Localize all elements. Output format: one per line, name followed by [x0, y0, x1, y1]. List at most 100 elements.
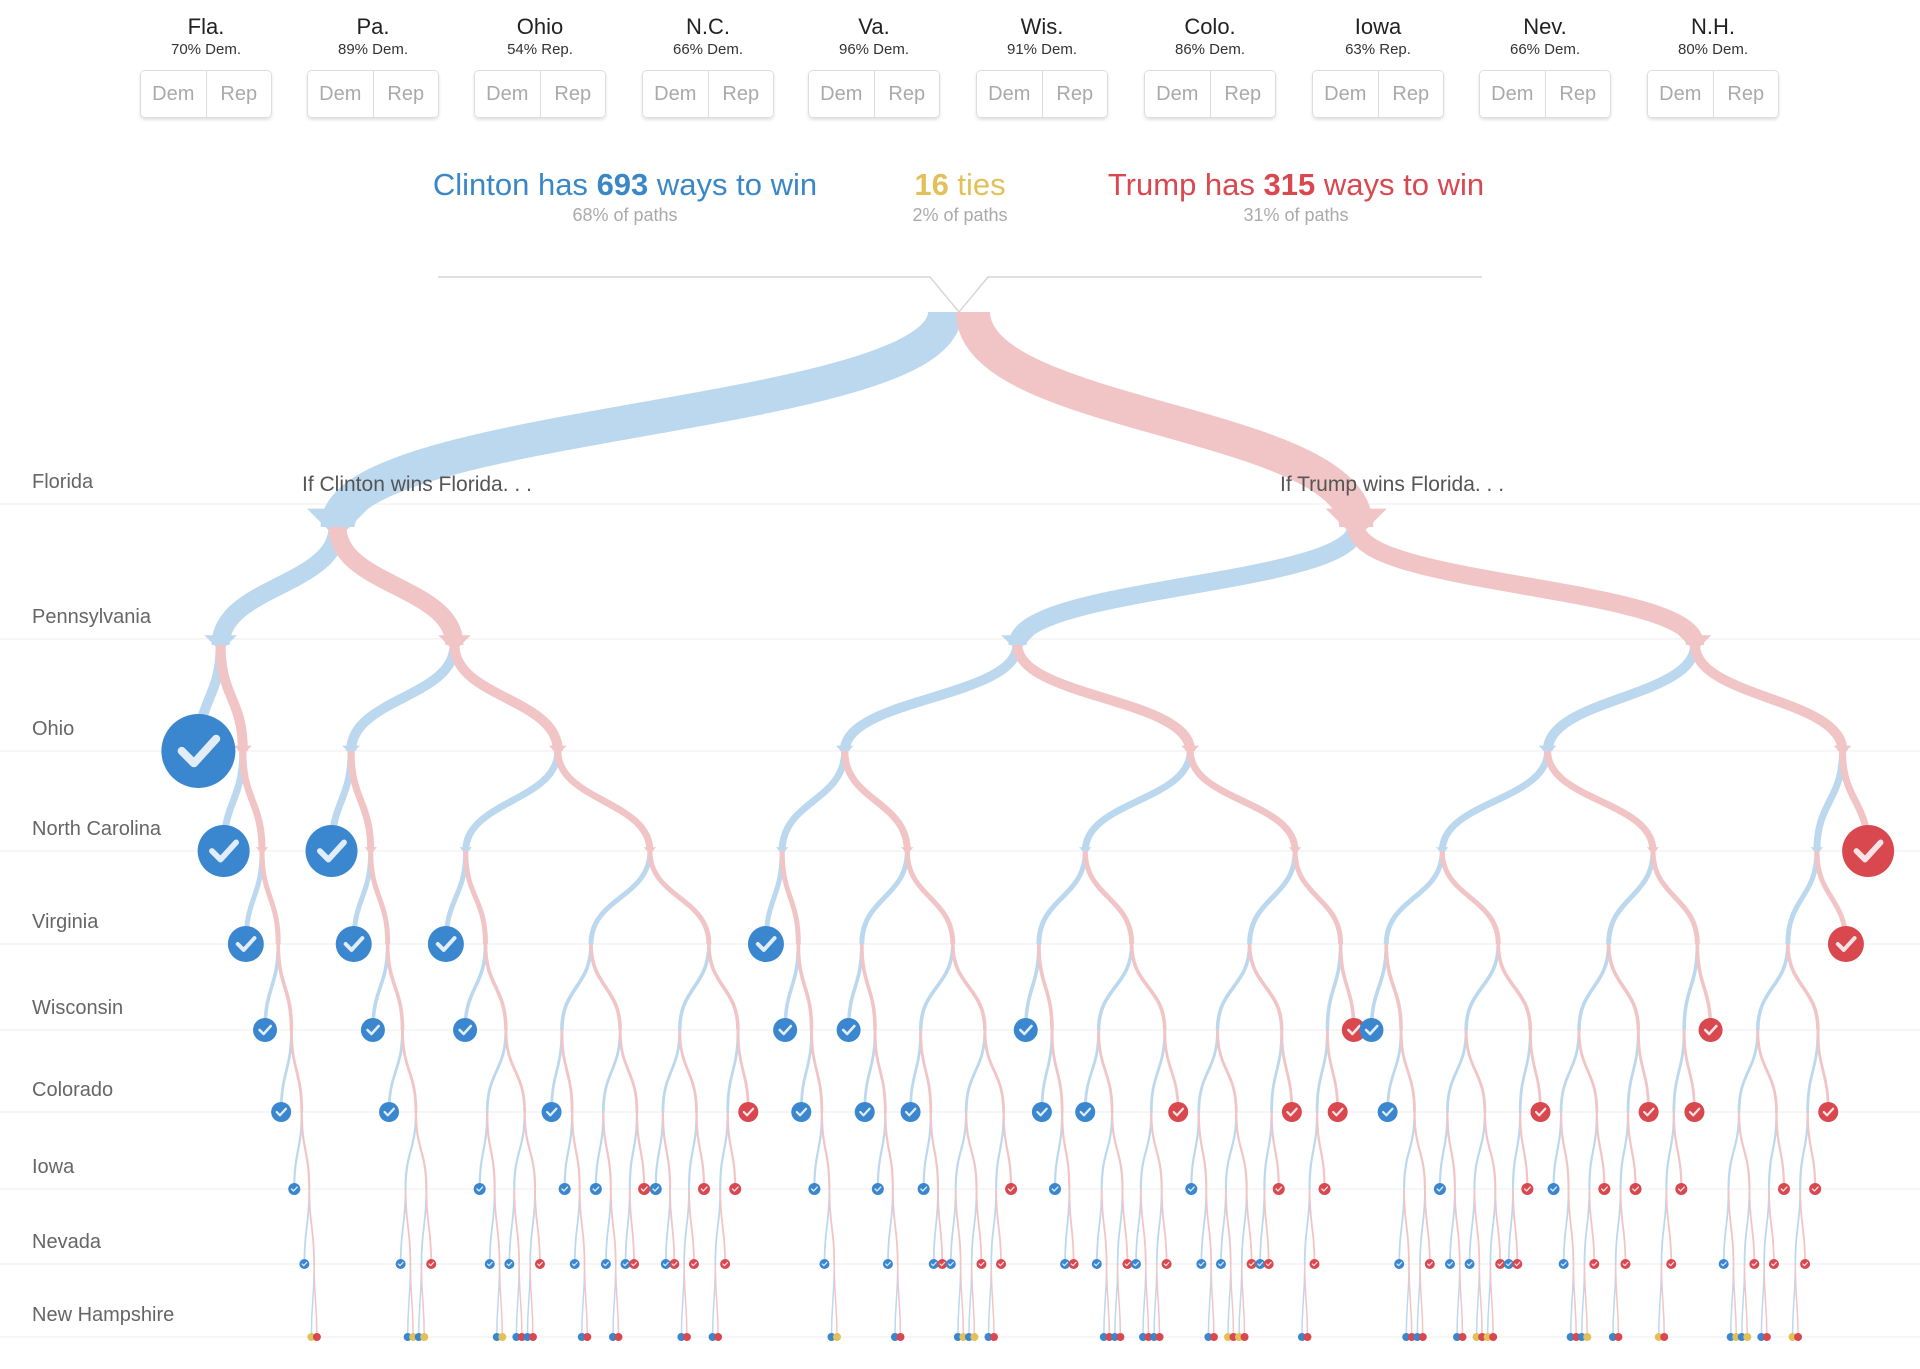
root-baseline: [438, 276, 1482, 314]
checkmark-icon: [290, 1186, 298, 1192]
trump-checkmark-circle-icon: [1005, 1183, 1018, 1195]
trump-branch: [1068, 1188, 1075, 1265]
branch-arrow: [1833, 745, 1852, 755]
trump-checkmark-circle-icon: [1263, 1259, 1274, 1269]
trump-checkmark-circle-icon: [614, 1333, 623, 1341]
checkmark-icon: [640, 1186, 648, 1192]
trump-checkmark-circle-icon: [517, 1333, 526, 1341]
tie-checkmark-circle-icon: [420, 1333, 429, 1341]
clinton-checkmark-circle-icon: [1185, 1183, 1198, 1195]
rep-button[interactable]: Rep: [707, 71, 773, 117]
clinton-branch: [1303, 1188, 1311, 1265]
trump-branch: [1245, 1188, 1253, 1265]
trump-branch: [1082, 850, 1135, 945]
clinton-branch: [1325, 943, 1343, 1031]
tie-checkmark-circle-icon: [1223, 1333, 1232, 1341]
checkmark-icon: [316, 839, 347, 863]
checkmark-icon: [1591, 1261, 1598, 1267]
clinton-checkmark-circle-icon: [1503, 1259, 1514, 1269]
state-name: Fla.: [187, 14, 225, 39]
trump-branch: [618, 1029, 639, 1113]
clinton-branch: [1263, 1111, 1273, 1190]
dem-button[interactable]: Dem: [977, 71, 1042, 117]
trump-branch: [1280, 1029, 1294, 1113]
rep-button[interactable]: Rep: [539, 71, 605, 117]
clinton-checkmark-circle-icon: [1255, 1259, 1266, 1269]
clinton-branch: [990, 1188, 998, 1265]
rep-button[interactable]: Rep: [1209, 71, 1275, 117]
dem-button[interactable]: Dem: [809, 71, 874, 117]
state-name: N.C.: [686, 14, 730, 39]
rep-button[interactable]: Rep: [1544, 71, 1610, 117]
clinton-branch: [588, 850, 653, 945]
clinton-branch: [371, 943, 390, 1031]
dem-button[interactable]: Dem: [643, 71, 708, 117]
checkmark-icon: [1070, 1261, 1077, 1267]
branch-arrow: [1288, 847, 1302, 854]
branch-arrow: [255, 847, 269, 854]
dem-button[interactable]: Dem: [141, 71, 206, 117]
branch-arrow: [1538, 745, 1557, 755]
clinton-checkmark-circle-icon: [747, 926, 784, 962]
trump-branch: [1413, 1111, 1427, 1190]
clinton-checkmark-circle-icon: [708, 1333, 717, 1341]
trump-branch: [1325, 1029, 1340, 1113]
clinton-checkmark-circle-icon: [900, 1102, 921, 1122]
dem-button[interactable]: Dem: [1313, 71, 1378, 117]
checkmark-icon: [1447, 1261, 1453, 1267]
trump-branch: [1210, 1263, 1215, 1338]
branch-arrow: [459, 847, 472, 854]
clinton-branch: [1315, 1029, 1329, 1113]
trump-branch: [1037, 943, 1054, 1031]
clinton-branch: [478, 1111, 489, 1190]
clinton-checkmark-circle-icon: [620, 1259, 631, 1269]
rep-button[interactable]: Rep: [873, 71, 939, 117]
trump-checkmark-circle-icon: [1749, 1259, 1760, 1269]
state-name: Iowa: [1354, 14, 1402, 39]
trump-branch: [414, 1111, 428, 1190]
clinton-branch: [1511, 1111, 1522, 1190]
clinton-checkmark-circle-icon: [1726, 1333, 1735, 1341]
dem-button[interactable]: Dem: [1145, 71, 1210, 117]
dem-button[interactable]: Dem: [475, 71, 540, 117]
trump-branch: [1012, 644, 1196, 752]
checkmark-icon: [700, 1186, 708, 1192]
trump-branch: [1459, 1263, 1464, 1338]
clinton-branch: [1468, 1188, 1476, 1265]
clinton-checkmark-circle-icon: [288, 1183, 301, 1195]
checkmark-icon: [458, 1024, 473, 1036]
trump-checkmark-circle-icon: [1521, 1183, 1534, 1195]
rep-button[interactable]: Rep: [1041, 71, 1107, 117]
trump-branch: [1577, 1029, 1599, 1113]
clinton-checkmark-circle-icon: [964, 1333, 973, 1341]
checkmark-icon: [428, 1261, 435, 1267]
clinton-checkmark-circle-icon: [1377, 1102, 1398, 1122]
trump-checkmark-circle-icon: [976, 1259, 987, 1269]
checkmark-icon: [821, 1261, 828, 1267]
rep-button[interactable]: Rep: [1377, 71, 1443, 117]
dem-button[interactable]: Dem: [1648, 71, 1713, 117]
trump-branch: [1205, 1188, 1213, 1265]
trump-branch: [1446, 1111, 1456, 1190]
rep-button[interactable]: Rep: [372, 71, 438, 117]
tie-checkmark-circle-icon: [498, 1333, 507, 1341]
rep-button[interactable]: Rep: [205, 71, 271, 117]
dem-button[interactable]: Dem: [1480, 71, 1545, 117]
checkmark-icon: [1257, 1261, 1264, 1267]
trump-checkmark-circle-icon: [1105, 1333, 1114, 1341]
trump-checkmark-circle-icon: [1800, 1259, 1811, 1269]
clinton-branch: [887, 1188, 894, 1265]
trump-branch: [1756, 1029, 1778, 1113]
clinton-branch: [1135, 1188, 1142, 1265]
trump-checkmark-circle-icon: [682, 1333, 691, 1341]
clinton-branch: [778, 750, 849, 852]
checkmark-icon: [1688, 1107, 1701, 1117]
state-toggle: Colo. 86% Dem. Dem Rep: [1140, 14, 1280, 118]
trump-branch: [308, 1188, 316, 1265]
rep-button[interactable]: Rep: [1712, 71, 1778, 117]
trump-branch: [347, 750, 375, 852]
state-probability: 54% Rep.: [507, 41, 573, 58]
branch-arrow: [1078, 847, 1092, 854]
trump-checkmark-circle-icon: [1122, 1259, 1133, 1269]
dem-button[interactable]: Dem: [308, 71, 373, 117]
